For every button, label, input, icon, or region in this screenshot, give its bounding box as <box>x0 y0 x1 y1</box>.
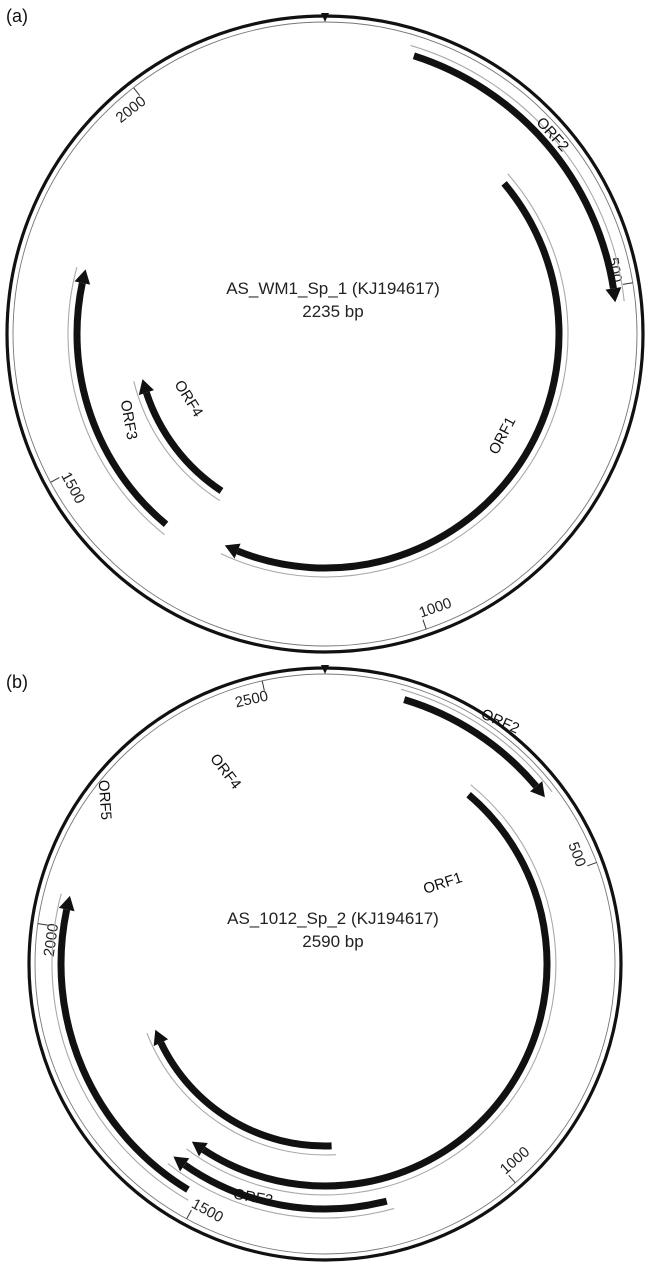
tick-mark <box>133 87 141 96</box>
orf-track <box>400 688 553 793</box>
backbone-inner-ring <box>34 673 616 1255</box>
tick-mark <box>186 1209 192 1220</box>
orf-track <box>51 893 189 1201</box>
tick-label: 2500 <box>233 688 269 712</box>
tick-label: 2000 <box>113 93 150 127</box>
tick-mark <box>261 680 265 691</box>
backbone-outer-ring <box>5 14 645 654</box>
orf-arrow-head-icon <box>191 1141 208 1157</box>
orf-arrow-body <box>73 282 169 528</box>
orf-arrow-head-icon <box>138 379 154 396</box>
orf-label: ORF3 <box>117 399 141 441</box>
orf-arrow-body <box>236 181 563 572</box>
orf-track <box>410 44 625 302</box>
backbone-outer-ring <box>27 666 623 1262</box>
orf-arrow-body <box>143 391 224 494</box>
plasmid-name: AS_1012_Sp_2 (KJ194617) <box>227 909 439 928</box>
orf-arrow-head-icon <box>58 895 75 912</box>
orf-track <box>167 1163 395 1219</box>
tick-label: 500 <box>564 840 589 869</box>
orf-arrow-body <box>201 792 551 1190</box>
orf-arrow-head-icon <box>173 1156 190 1172</box>
plasmid-map-a: AS_WM1_Sp_1 (KJ194617)2235 bp50010001500… <box>5 13 645 654</box>
plasmid-name: AS_WM1_Sp_1 (KJ194617) <box>226 279 440 298</box>
orf-label: ORF4 <box>171 377 207 420</box>
tick-mark <box>422 619 427 630</box>
tick-label: 1000 <box>417 595 454 622</box>
tick-label: 2000 <box>41 922 62 957</box>
orf-arrow-head-icon <box>530 781 545 798</box>
orf-arrow-body <box>157 1041 332 1150</box>
plasmid-map-b: AS_1012_Sp_2 (KJ194617) 2590 bp 500 1000 150… <box>27 665 623 1262</box>
orf-track <box>133 381 221 502</box>
orf-arrow-head-icon <box>224 543 241 559</box>
orf-label: ORF4 <box>206 751 244 793</box>
tick-label: 1500 <box>189 1195 226 1226</box>
orf-track <box>146 1032 336 1156</box>
orf-label: ORF5 <box>95 779 115 820</box>
orf-track <box>67 266 165 536</box>
orf-arrow-head-icon <box>153 1029 169 1047</box>
plasmid-size: 2590 bp <box>302 932 363 951</box>
tick-mark <box>50 477 60 483</box>
panel-a-label: (a) <box>6 6 28 26</box>
orf-track <box>186 784 557 1196</box>
tick-label: 1000 <box>497 1143 533 1178</box>
orf-label: ORF3 <box>232 1186 274 1210</box>
tick-mark <box>622 282 633 285</box>
panel-b-label: (b) <box>6 672 28 692</box>
tick-mark <box>37 923 48 926</box>
orf-arrow-body <box>403 696 539 789</box>
plasmid-size: 2235 bp <box>302 302 363 321</box>
origin-marker-icon <box>321 665 329 674</box>
orf-label: ORF1 <box>421 869 464 898</box>
orf-arrow-body <box>57 908 190 1193</box>
orf-arrow-body <box>182 1161 388 1213</box>
orf-arrow-head-icon <box>605 287 622 303</box>
orf-arrow-head-icon <box>74 269 91 285</box>
orf-arrow-body <box>412 52 617 289</box>
origin-marker-icon <box>321 13 329 22</box>
orf-label: ORF1 <box>486 414 520 457</box>
tick-mark <box>587 861 597 867</box>
tick-mark <box>508 1174 516 1184</box>
orf-track <box>220 173 569 578</box>
